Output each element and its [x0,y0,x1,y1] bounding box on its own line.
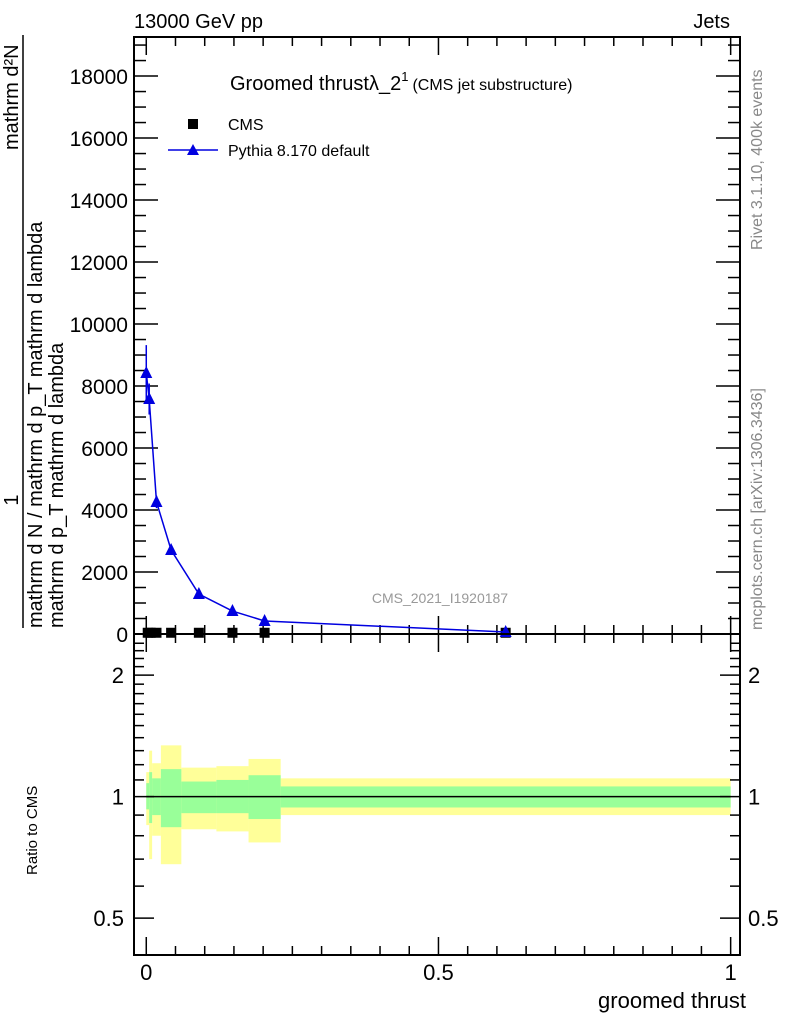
x-tick-label: 0 [140,960,152,985]
y-tick-label: 8000 [81,376,128,399]
legend-mc-marker [187,144,199,155]
header-right: Jets [693,11,730,33]
cms-data-point [151,627,162,638]
plot-title: Groomed thrustλ_21 (CMS jet substructure) [230,69,572,95]
ratio-ylabel: Ratio to CMS [24,786,41,875]
x-tick-label: 1 [725,960,737,985]
ylabel-den2: mathrm d p_T mathrm d lambda [46,342,68,628]
pythia-data-point [140,366,153,379]
header-left: 13000 GeV pp [134,11,263,33]
rivet-label: Rivet 3.1.10, 400k events [749,69,766,250]
ylabel-num2: mathrm d²N [1,44,23,150]
y-tick-label: 0 [116,624,128,647]
cms-data-point [227,627,238,638]
main-frame [133,36,741,635]
y-tick-label: 2000 [81,562,128,585]
ratio-y-tick-label: 2 [112,663,124,688]
ylabel-den1: mathrm d N / mathrm d p_T mathrm d lambd… [25,221,47,628]
y-tick-label: 14000 [70,190,128,213]
ylabel-num1: 1 [1,494,23,505]
legend-cms-label: CMS [228,117,264,134]
pythia-data-point [258,613,271,626]
ratio-y-tick-label: 0.5 [93,906,124,931]
inner-band-bin [160,769,182,828]
pythia-data-point [150,494,163,507]
y-tick-label: 6000 [81,438,128,461]
title-sub: (CMS jet substructure) [412,77,572,94]
pythia-data-point [226,604,239,617]
cms-data-point [193,627,204,638]
legend: CMS Pythia 8.170 default [168,117,370,160]
y-tick-label: 4000 [81,500,128,523]
pythia-line [145,372,506,633]
mcplots-label: mcplots.cern.ch [arXiv:1306.3436] [749,388,766,630]
inner-band-bin [149,772,153,824]
ratio-y-tick-label-right: 2 [748,663,760,688]
pythia-data-point [143,392,156,405]
legend-mc-label: Pythia 8.170 default [228,143,370,160]
title-main: Groomed thrustλ_2 [230,73,401,95]
y-tick-label: 16000 [70,128,128,151]
x-tick-label: 0.5 [423,960,454,985]
cms-data-point [166,627,177,638]
legend-cms-marker [188,119,198,129]
ratio-panel: 0 0.5 1 0.5 0.5 1 1 2 2 [93,633,779,985]
title-sup: 1 [401,69,408,84]
ratio-y-tick-label: 1 [112,785,124,810]
ratio-y-tick-label-right: 0.5 [748,906,779,931]
pythia-data-point [192,587,205,600]
x-axis-label: groomed thrust [598,988,746,1013]
y-tick-label: 18000 [70,66,128,89]
pythia-data-point [165,542,178,555]
y-tick-label: 10000 [70,314,128,337]
y-tick-label: 12000 [70,252,128,275]
cms-data-point [145,627,156,638]
watermark: CMS_2021_I1920187 [372,590,508,606]
ratio-frame [133,633,741,956]
y-axis-label: mathrm d²N 1 mathrm d N / mathrm d p_T m… [1,35,68,628]
ratio-y-tick-label-right: 1 [748,785,760,810]
cms-data-point [259,627,270,638]
